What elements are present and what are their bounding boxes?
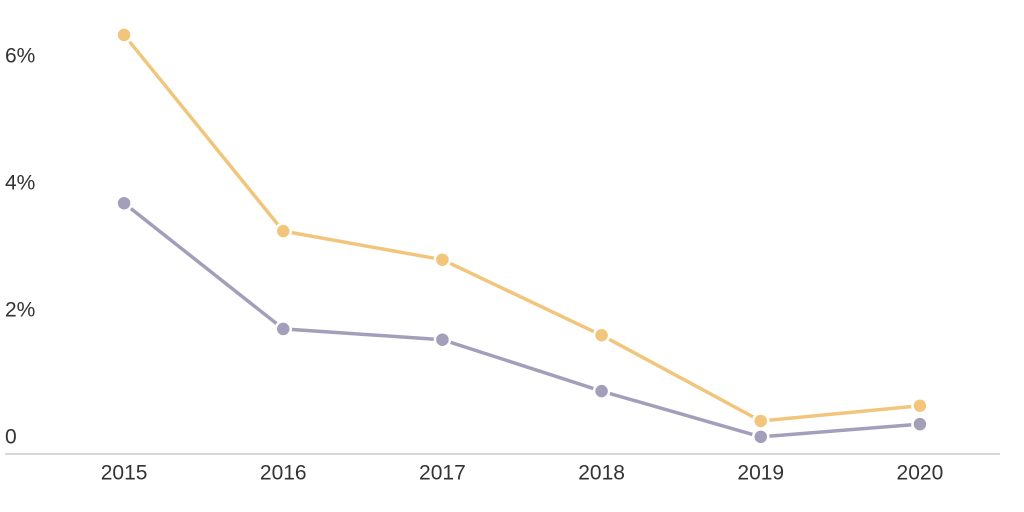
x-tick-label: 2020 — [897, 462, 944, 485]
x-tick-label: 2015 — [101, 462, 148, 485]
data-point — [274, 320, 292, 338]
y-tick-label: 6% — [5, 45, 35, 68]
x-tick-label: 2016 — [260, 462, 307, 485]
data-point — [592, 382, 611, 400]
data-point — [911, 396, 929, 415]
y-tick-label: 0 — [5, 426, 17, 449]
data-point — [592, 326, 611, 345]
data-point — [433, 330, 452, 349]
series-line — [122, 33, 921, 423]
y-tick-label: 2% — [5, 299, 35, 322]
data-point — [752, 428, 770, 446]
data-point — [433, 250, 452, 269]
x-tick-label: 2019 — [737, 462, 784, 485]
series-line — [122, 201, 921, 439]
data-point — [752, 412, 770, 430]
x-tick-label: 2018 — [578, 462, 625, 485]
data-point — [115, 194, 133, 212]
y-tick-label: 4% — [5, 172, 35, 195]
x-tick-label: 2017 — [419, 462, 466, 485]
data-point — [911, 415, 929, 433]
data-point — [115, 26, 133, 44]
data-point — [274, 222, 292, 240]
